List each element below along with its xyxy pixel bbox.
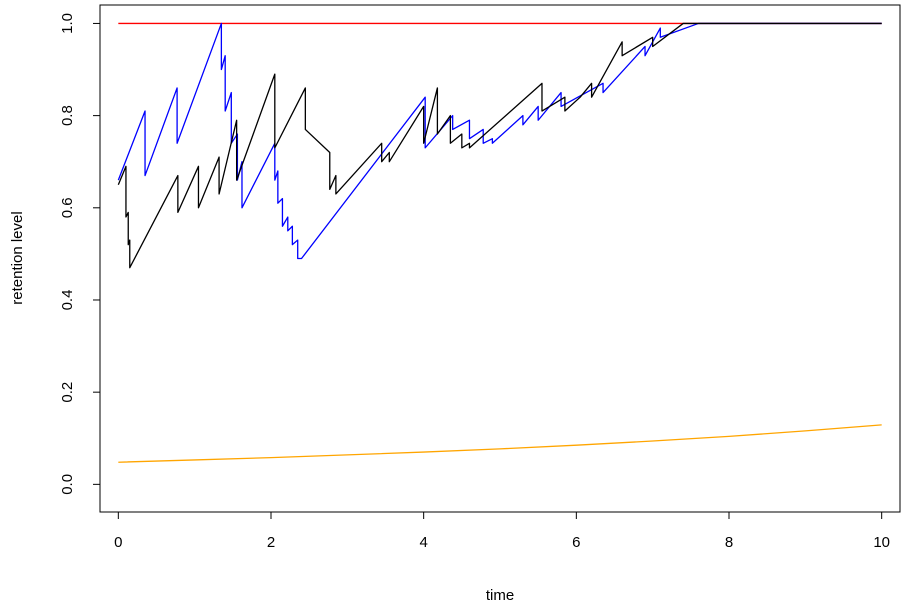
- plot-frame: [99, 4, 901, 513]
- y-axis: 0.0 0.2 0.4 0.6 0.8 1.0: [59, 13, 101, 495]
- x-axis: 0 2 4 6 8 10: [114, 511, 890, 551]
- series-layer: [117, 22, 882, 463]
- y-tick-label: 0.0: [59, 474, 76, 495]
- x-axis-title: time: [486, 587, 514, 604]
- x-tick-label: 4: [419, 534, 427, 551]
- series-line-3: [117, 22, 882, 260]
- y-tick-label: 0.4: [59, 290, 76, 311]
- series-line-2: [118, 424, 882, 463]
- y-tick-label: 1.0: [59, 13, 76, 34]
- y-axis-title: retention level: [9, 211, 26, 304]
- x-tick-label: 0: [114, 534, 122, 551]
- y-tick-label: 0.6: [59, 197, 76, 218]
- x-tick-label: 2: [267, 534, 275, 551]
- x-tick-label: 6: [572, 534, 580, 551]
- series-line-4: [117, 22, 882, 269]
- y-tick-label: 0.8: [59, 105, 76, 126]
- x-tick-label: 8: [725, 534, 733, 551]
- x-tick-label: 10: [873, 534, 890, 551]
- y-tick-label: 0.2: [59, 382, 76, 403]
